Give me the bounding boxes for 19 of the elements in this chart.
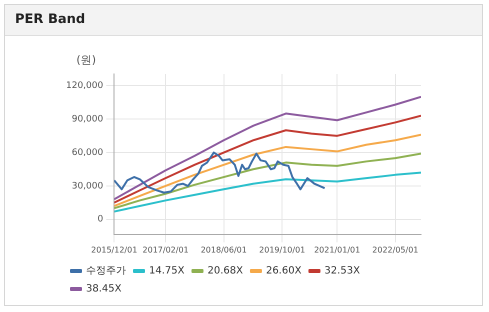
x-tick-label: 2018/06/01 bbox=[200, 245, 247, 254]
y-tick-label: 120,000 bbox=[66, 81, 104, 92]
y-tick-label: 90,000 bbox=[72, 114, 104, 124]
legend-label: 20.68X bbox=[207, 266, 244, 277]
y-axis-title: (원) bbox=[76, 53, 96, 66]
legend-label: 32.53X bbox=[324, 266, 360, 277]
legend-label: 14.75X bbox=[149, 266, 185, 277]
y-tick-label: 30,000 bbox=[72, 181, 104, 192]
x-tick-label: 2015/12/01 bbox=[91, 245, 138, 254]
legend-label: 26.60X bbox=[266, 266, 302, 277]
x-tick-label: 2021/01/01 bbox=[314, 245, 360, 254]
legend-label: 38.45X bbox=[86, 284, 122, 295]
x-tick-label: 2017/02/01 bbox=[142, 245, 189, 254]
x-tick-label: 2019/10/01 bbox=[259, 245, 306, 254]
chart-title: PER Band bbox=[5, 5, 482, 36]
y-tick-label: 60,000 bbox=[72, 148, 104, 158]
y-tick-label: 0 bbox=[97, 214, 104, 225]
x-tick-label: 2022/05/01 bbox=[372, 245, 418, 254]
legend-label: 수정주가 bbox=[86, 266, 126, 277]
